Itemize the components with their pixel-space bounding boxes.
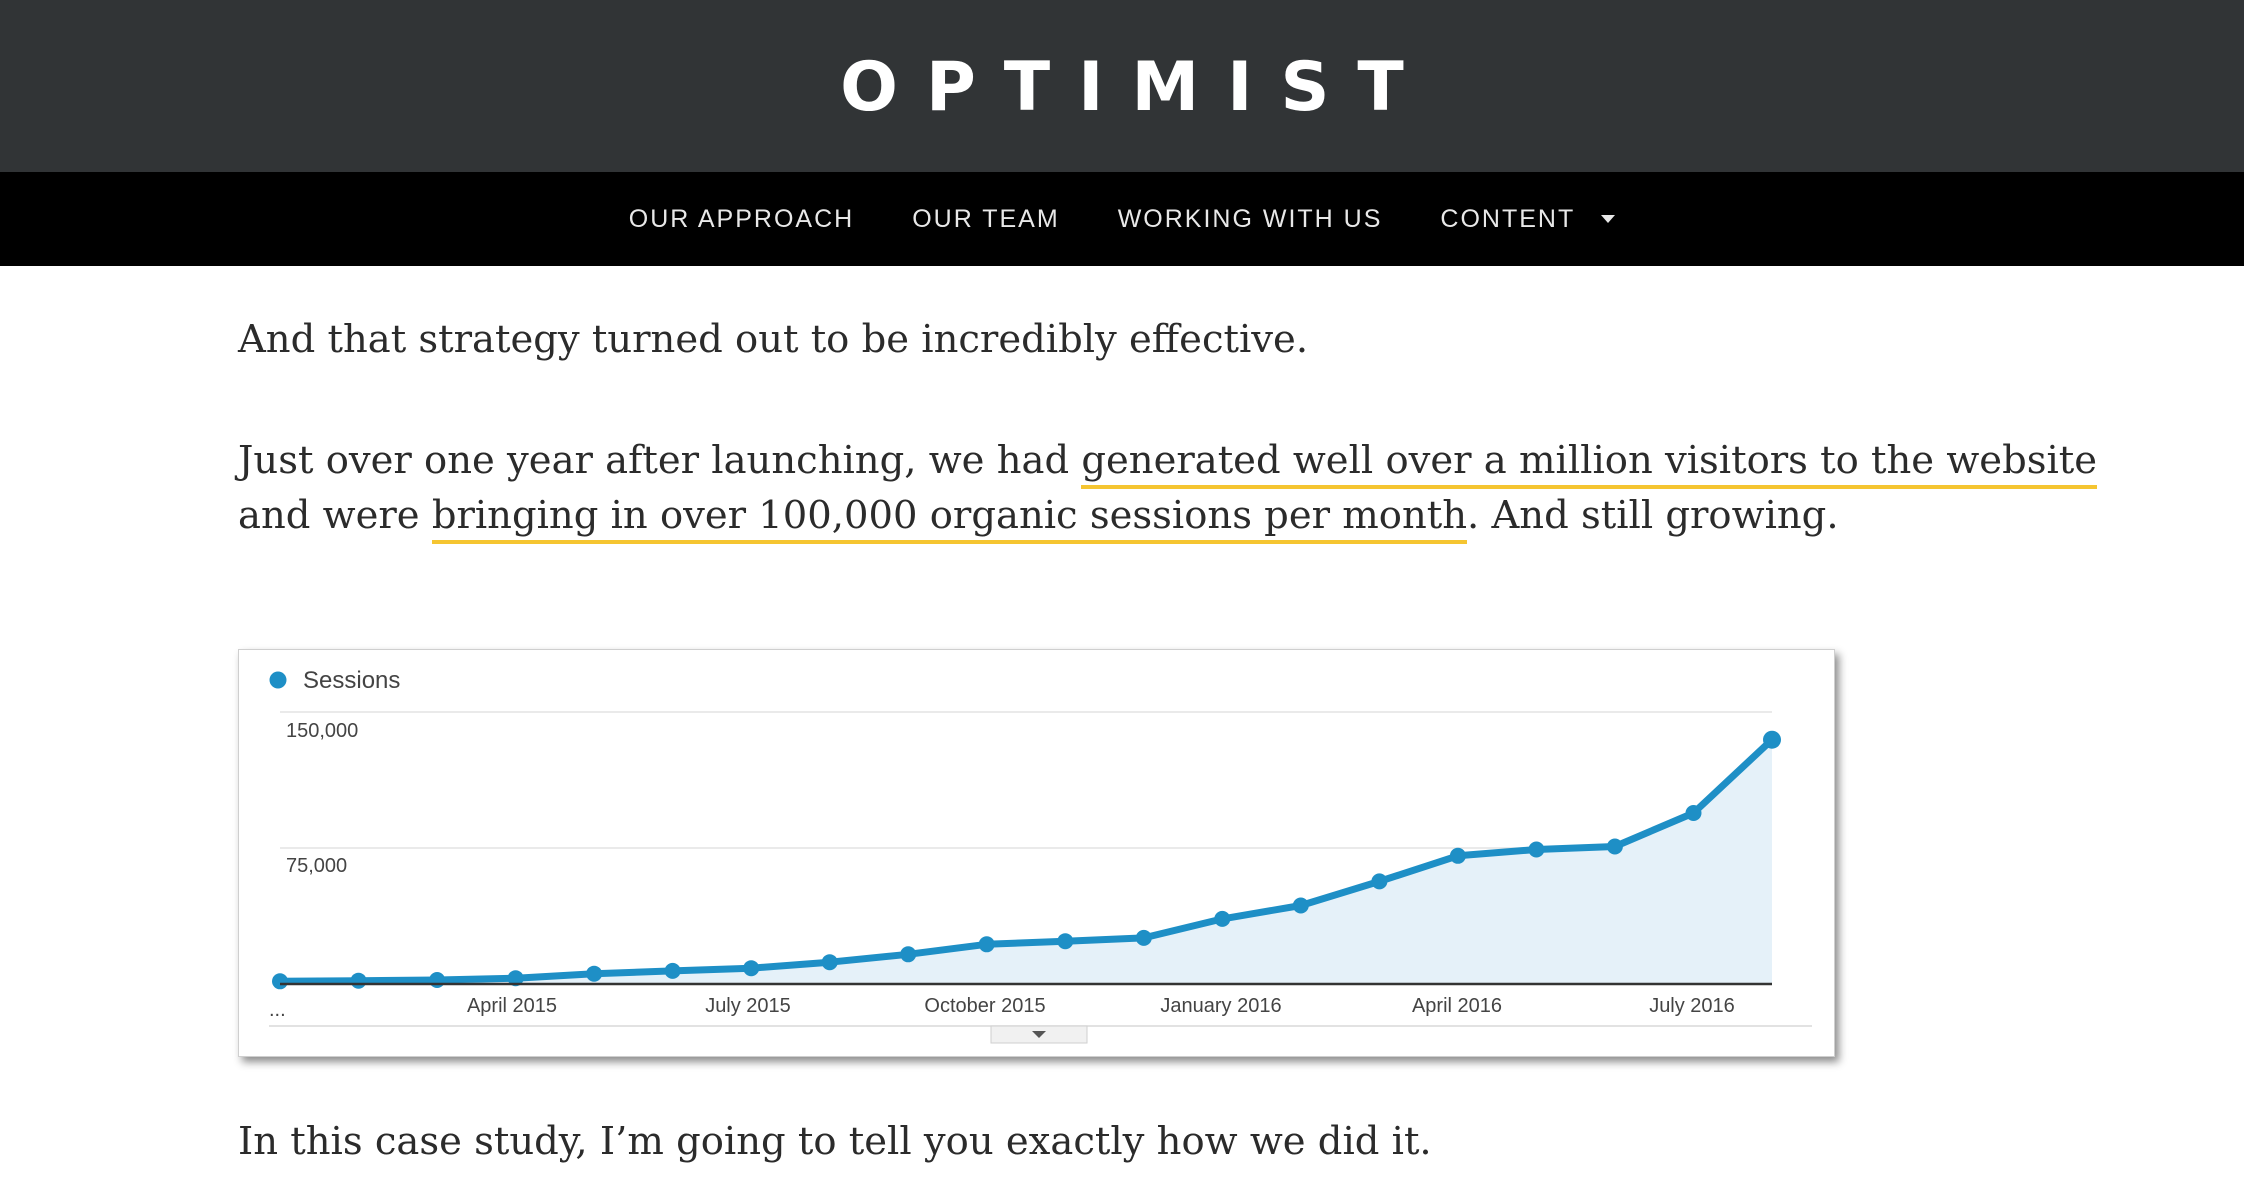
chart-svg: Sessions 150,000 75,000 ... April 2015 J…: [269, 667, 1812, 1044]
series-points: [272, 730, 1781, 990]
data-point[interactable]: [350, 972, 367, 989]
data-point[interactable]: [1135, 929, 1152, 946]
data-point[interactable]: [978, 936, 995, 953]
data-point[interactable]: [900, 946, 917, 963]
nav-label: WORKING WITH US: [1117, 204, 1383, 233]
data-point[interactable]: [1528, 841, 1545, 858]
nav-label: OUR TEAM: [912, 204, 1060, 233]
data-point[interactable]: [429, 972, 446, 988]
caret-down-icon: [1601, 215, 1616, 223]
legend-label: Sessions: [303, 667, 400, 694]
x-tick-label: April 2015: [467, 995, 557, 1017]
nav-our-team[interactable]: OUR TEAM: [912, 205, 1060, 234]
nav-content-dropdown[interactable]: CONTENT: [1440, 204, 1616, 234]
text-segment: . And still growing.: [1467, 493, 1839, 538]
data-point[interactable]: [1214, 910, 1231, 927]
site-logo[interactable]: OPTIMIST: [840, 47, 1432, 127]
y-tick-label: 75,000: [286, 855, 347, 877]
x-tick-label: January 2016: [1160, 995, 1281, 1017]
sessions-chart: Sessions 150,000 75,000 ... April 2015 J…: [238, 649, 1835, 1057]
nav-label: CONTENT: [1440, 204, 1576, 233]
paragraph-results: Just over one year after launching, we h…: [238, 433, 2098, 544]
data-point[interactable]: [1606, 838, 1623, 855]
text-segment: and were: [238, 493, 432, 538]
x-tick-label: October 2015: [924, 995, 1045, 1017]
chevron-down-icon: [1032, 1031, 1046, 1038]
data-point[interactable]: [1292, 897, 1309, 914]
x-tick-label: ...: [269, 999, 286, 1021]
site-header: OPTIMIST: [0, 0, 2244, 172]
legend-marker: [269, 671, 287, 689]
x-tick-label: July 2016: [1649, 995, 1735, 1017]
paragraph-closing: In this case study, I’m going to tell yo…: [238, 1119, 1432, 1164]
x-tick-label: April 2016: [1412, 995, 1502, 1017]
data-point[interactable]: [1371, 873, 1388, 890]
data-point[interactable]: [1449, 847, 1466, 864]
data-point[interactable]: [821, 954, 838, 971]
x-tick-label: July 2015: [705, 995, 791, 1017]
paragraph-intro: And that strategy turned out to be incre…: [238, 317, 1309, 362]
highlight-visitors: generated well over a million visitors t…: [1081, 438, 2098, 489]
y-tick-label: 150,000: [286, 720, 358, 742]
data-point[interactable]: [1057, 933, 1074, 950]
data-point[interactable]: [1685, 805, 1702, 821]
main-nav: OUR APPROACH OUR TEAM WORKING WITH US CO…: [0, 172, 2244, 266]
text-segment: Just over one year after launching, we h…: [238, 438, 1082, 483]
data-point[interactable]: [664, 962, 681, 979]
nav-label: OUR APPROACH: [628, 204, 855, 233]
highlight-sessions: bringing in over 100,000 organic session…: [431, 493, 1468, 544]
series-line: [276, 736, 1776, 985]
data-point[interactable]: [272, 973, 288, 990]
data-point[interactable]: [586, 965, 603, 982]
data-point[interactable]: [1763, 730, 1781, 749]
series-area: [280, 739, 1772, 984]
nav-working-with-us[interactable]: WORKING WITH US: [1118, 205, 1383, 234]
data-point[interactable]: [507, 970, 524, 987]
data-point[interactable]: [743, 960, 760, 977]
nav-our-approach[interactable]: OUR APPROACH: [629, 205, 854, 234]
